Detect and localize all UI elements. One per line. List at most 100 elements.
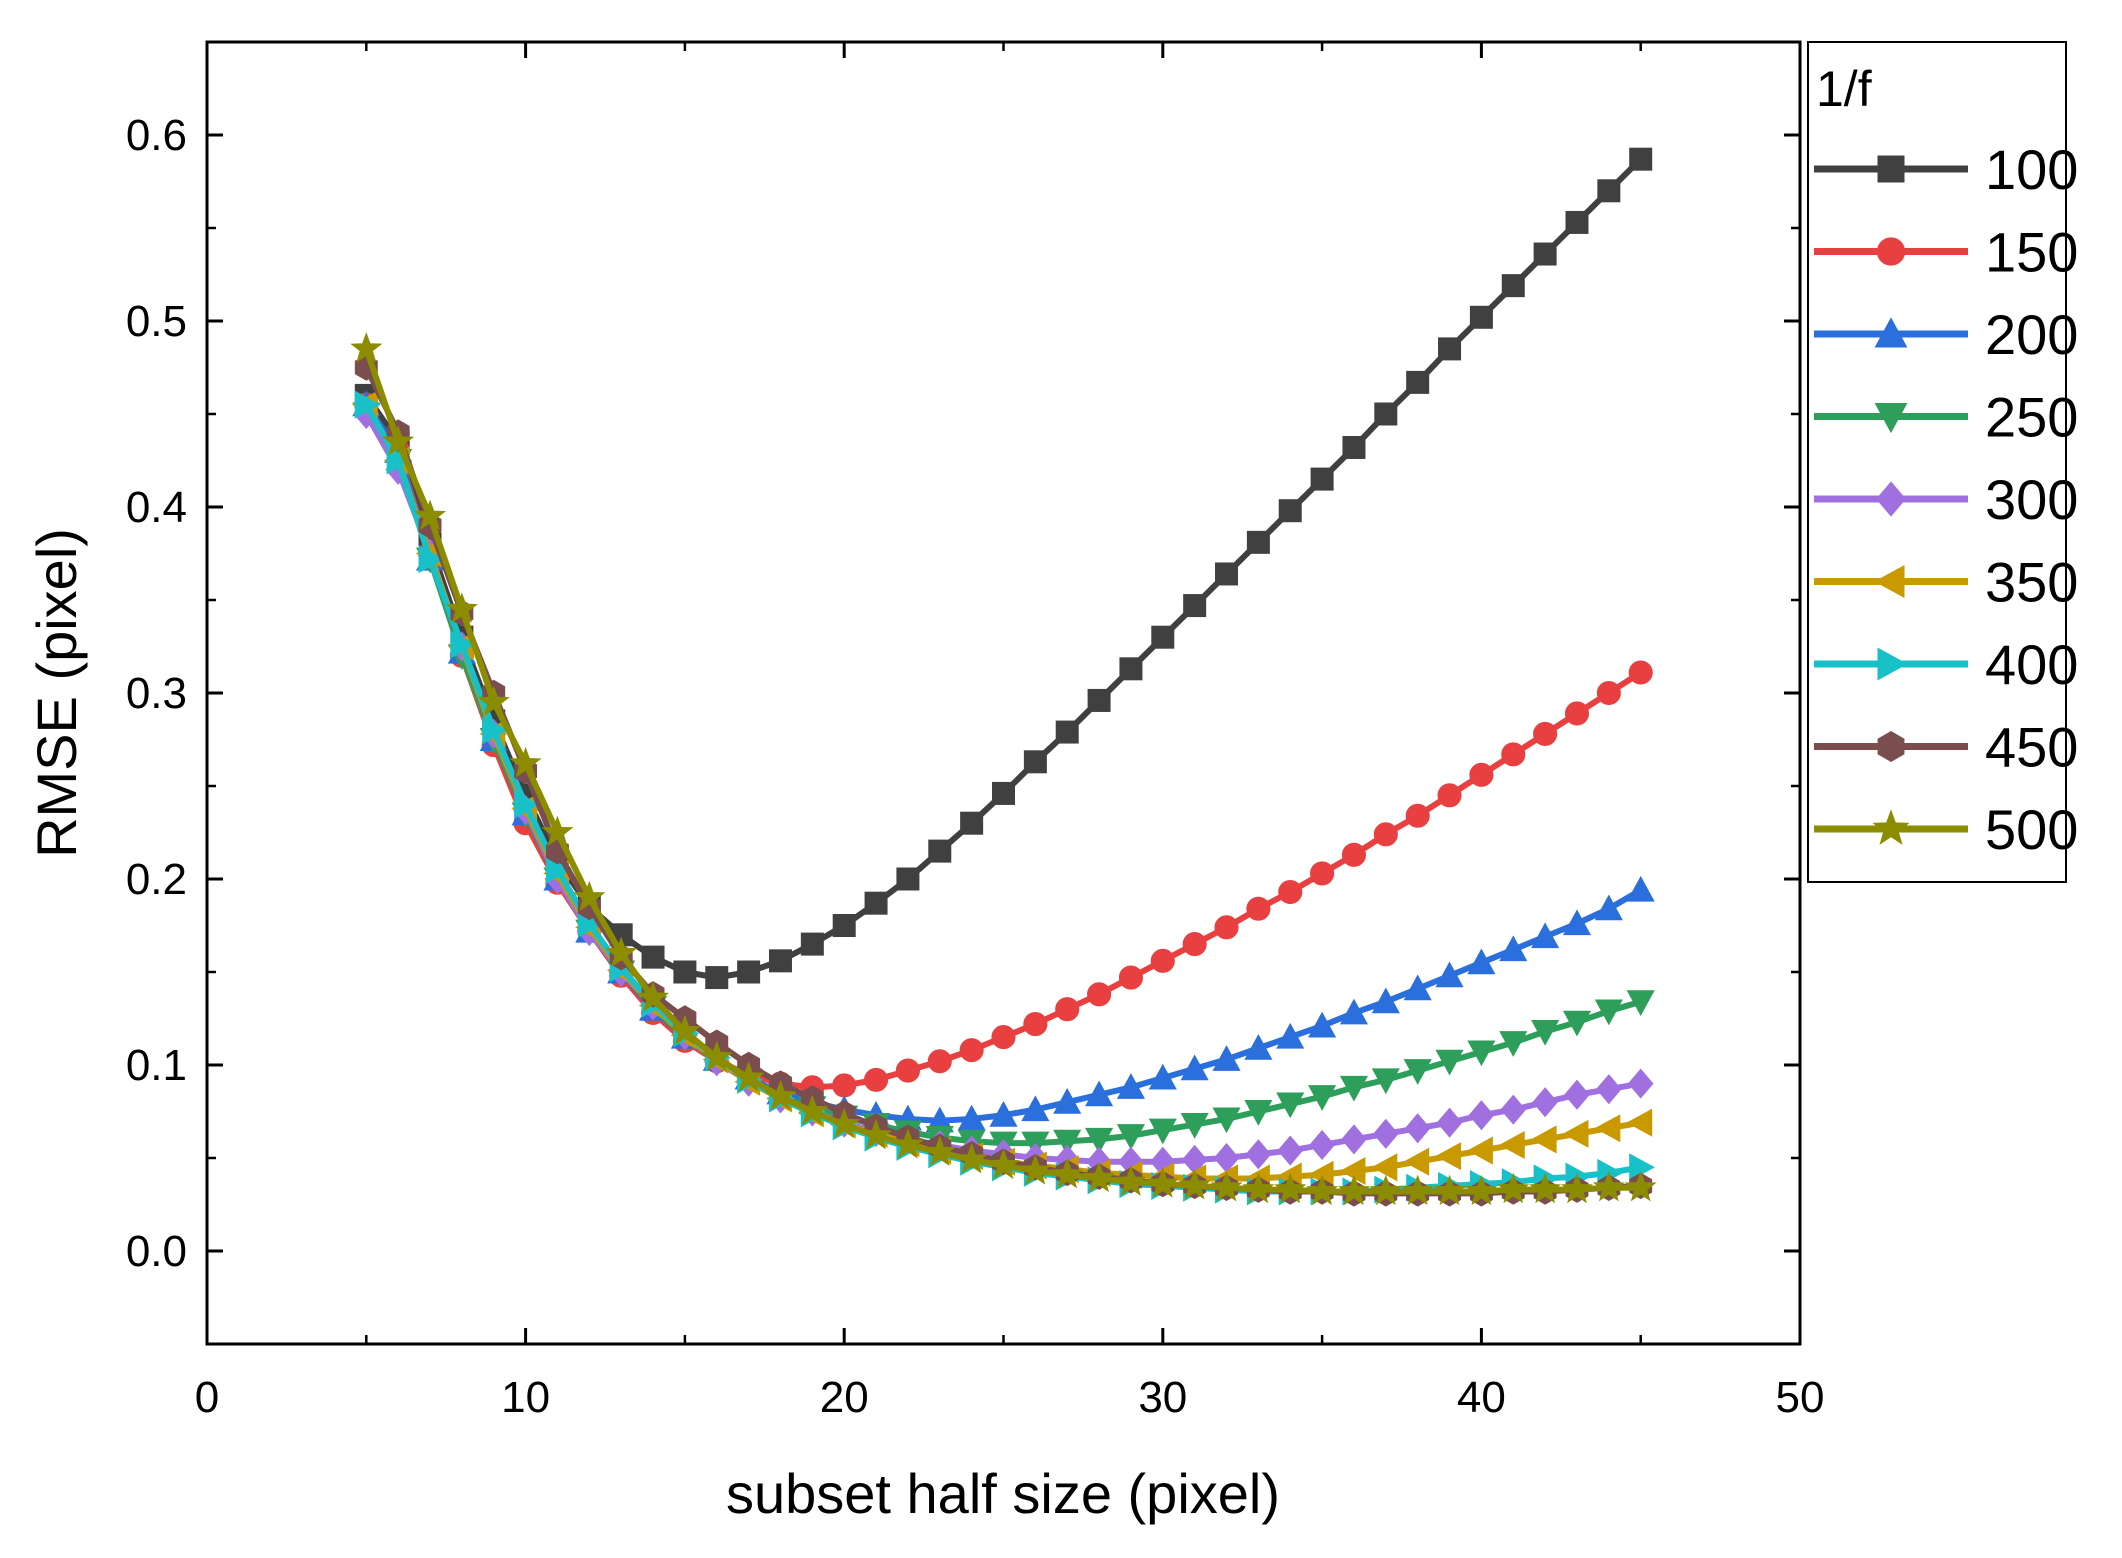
data-point-350 bbox=[1530, 1125, 1557, 1154]
data-point-500 bbox=[1624, 1170, 1657, 1202]
data-point-500 bbox=[413, 499, 447, 530]
data-point-250 bbox=[1339, 1075, 1369, 1102]
data-point-500 bbox=[668, 1014, 701, 1046]
data-point-100 bbox=[1438, 337, 1462, 361]
data-point-150 bbox=[959, 1038, 984, 1063]
data-point-100 bbox=[928, 839, 952, 863]
data-point-250 bbox=[1371, 1068, 1400, 1095]
data-point-100 bbox=[1629, 147, 1653, 171]
data-point-400 bbox=[450, 630, 477, 659]
y-tick-label: 0.5 bbox=[126, 297, 187, 346]
x-tick-label: 50 bbox=[1776, 1373, 1825, 1422]
series-group bbox=[350, 147, 1657, 1207]
data-point-300 bbox=[1373, 1118, 1399, 1149]
data-point-200 bbox=[1499, 935, 1528, 962]
data-point-500 bbox=[1083, 1161, 1116, 1193]
data-point-500 bbox=[573, 880, 606, 912]
legend-label-450: 450 bbox=[1985, 716, 2078, 779]
data-point-150 bbox=[1437, 783, 1462, 808]
data-point-300 bbox=[1341, 1124, 1367, 1155]
data-point-200 bbox=[1435, 961, 1464, 988]
y-tick-label: 0.6 bbox=[126, 111, 187, 160]
data-point-500 bbox=[541, 815, 574, 847]
data-point-500 bbox=[1210, 1170, 1243, 1202]
data-point-500 bbox=[605, 936, 638, 968]
data-point-100 bbox=[1278, 499, 1302, 523]
data-point-500 bbox=[1051, 1157, 1084, 1189]
data-point-500 bbox=[1306, 1174, 1339, 1206]
x-tick-label: 10 bbox=[501, 1373, 550, 1422]
legend-label-400: 400 bbox=[1985, 633, 2078, 696]
data-point-500 bbox=[382, 425, 415, 456]
legend-label-200: 200 bbox=[1985, 303, 2078, 366]
data-point-500 bbox=[1274, 1172, 1307, 1204]
x-tick-label: 0 bbox=[195, 1373, 219, 1422]
data-point-250 bbox=[1085, 1127, 1114, 1154]
legend-label-150: 150 bbox=[1985, 221, 2078, 284]
data-point-250 bbox=[1116, 1124, 1145, 1150]
legend-marker-350 bbox=[1874, 565, 1905, 598]
y-axis-title: RMSE (pixel) bbox=[25, 528, 88, 858]
data-point-100 bbox=[1119, 657, 1143, 681]
data-point-200 bbox=[1339, 998, 1369, 1025]
legend-marker-200 bbox=[1874, 317, 1908, 348]
series-200 bbox=[352, 390, 1655, 1133]
data-point-350 bbox=[1371, 1153, 1398, 1182]
series-line-200 bbox=[363, 403, 1643, 1124]
series-150 bbox=[354, 392, 1653, 1100]
data-point-400 bbox=[514, 790, 540, 819]
data-point-200 bbox=[1116, 1073, 1145, 1099]
data-point-300 bbox=[1500, 1094, 1527, 1125]
data-point-100 bbox=[832, 914, 856, 937]
legend-label-500: 500 bbox=[1985, 798, 2078, 861]
data-point-500 bbox=[1178, 1169, 1211, 1200]
y-tick-label: 0.0 bbox=[126, 1227, 187, 1276]
data-point-150 bbox=[1373, 822, 1398, 847]
data-point-150 bbox=[1246, 896, 1271, 921]
data-point-200 bbox=[1180, 1054, 1209, 1081]
legend: 1/f 100 150 200 250 300 350 400 450 500 bbox=[1807, 41, 2078, 883]
data-point-100 bbox=[1342, 435, 1366, 459]
data-point-250 bbox=[1435, 1049, 1464, 1076]
data-point-150 bbox=[1310, 861, 1335, 886]
data-point-250 bbox=[1562, 1010, 1592, 1037]
data-point-250 bbox=[1626, 990, 1655, 1017]
data-point-350 bbox=[1467, 1136, 1493, 1165]
data-point-350 bbox=[1403, 1147, 1430, 1176]
data-point-150 bbox=[832, 1073, 857, 1098]
data-point-100 bbox=[1151, 625, 1175, 649]
data-point-200 bbox=[1531, 922, 1560, 949]
data-point-100 bbox=[1469, 305, 1493, 329]
data-point-300 bbox=[1277, 1135, 1303, 1166]
data-point-350 bbox=[1594, 1114, 1621, 1143]
data-point-100 bbox=[1406, 370, 1430, 394]
data-point-250 bbox=[1053, 1129, 1082, 1156]
data-point-500 bbox=[1369, 1174, 1402, 1206]
data-point-100 bbox=[1374, 402, 1398, 426]
series-500 bbox=[350, 332, 1657, 1206]
data-point-200 bbox=[1021, 1095, 1050, 1122]
data-point-100 bbox=[896, 867, 920, 891]
data-point-350 bbox=[1499, 1130, 1525, 1160]
data-point-500 bbox=[1242, 1172, 1275, 1204]
data-point-150 bbox=[1055, 997, 1080, 1022]
data-point-200 bbox=[1148, 1063, 1177, 1090]
data-point-150 bbox=[1182, 932, 1207, 957]
data-point-300 bbox=[1532, 1087, 1558, 1118]
data-point-500 bbox=[923, 1135, 956, 1167]
data-point-250 bbox=[1403, 1059, 1432, 1085]
data-point-500 bbox=[1465, 1174, 1498, 1206]
data-point-200 bbox=[1244, 1034, 1273, 1060]
data-point-300 bbox=[1245, 1139, 1272, 1170]
data-point-100 bbox=[1055, 720, 1079, 744]
data-point-100 bbox=[1183, 594, 1207, 618]
data-point-150 bbox=[1501, 742, 1526, 767]
legend-marker-100 bbox=[1877, 155, 1905, 183]
data-point-150 bbox=[1533, 721, 1558, 746]
legend-marker-250 bbox=[1874, 403, 1908, 434]
data-point-500 bbox=[1401, 1174, 1434, 1206]
data-point-100 bbox=[864, 891, 888, 915]
data-point-500 bbox=[350, 332, 383, 363]
data-point-300 bbox=[1627, 1068, 1654, 1099]
